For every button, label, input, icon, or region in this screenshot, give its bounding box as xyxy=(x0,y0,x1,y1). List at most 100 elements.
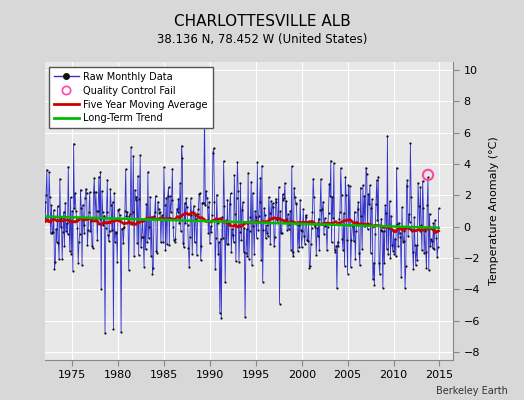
Point xyxy=(216,236,225,242)
Point xyxy=(355,250,363,256)
Point xyxy=(354,199,363,205)
Point xyxy=(115,212,124,218)
Point xyxy=(359,223,368,230)
Point xyxy=(143,239,151,245)
Point xyxy=(312,251,321,258)
Point xyxy=(161,247,170,253)
Point xyxy=(363,171,371,178)
Point xyxy=(386,198,394,204)
Point xyxy=(367,205,376,212)
Point xyxy=(268,200,277,207)
Point xyxy=(102,209,111,215)
Point xyxy=(316,206,324,213)
Point xyxy=(431,228,440,234)
Point xyxy=(109,326,117,332)
Point xyxy=(80,230,89,236)
Point xyxy=(144,168,152,175)
Point xyxy=(195,190,203,197)
Point xyxy=(385,225,393,231)
Point xyxy=(169,224,177,230)
Point xyxy=(99,222,107,228)
Point xyxy=(316,176,325,182)
Point xyxy=(50,266,59,272)
Point xyxy=(87,218,95,224)
Point xyxy=(55,256,63,262)
Point xyxy=(92,188,100,195)
Point xyxy=(122,213,130,219)
Point xyxy=(399,238,408,244)
Point xyxy=(71,190,79,196)
Point xyxy=(170,236,178,243)
Point xyxy=(292,201,301,207)
Point xyxy=(394,243,402,250)
Point xyxy=(308,209,316,215)
Point xyxy=(263,222,271,228)
Point xyxy=(407,194,416,200)
Point xyxy=(201,202,210,208)
Point xyxy=(330,160,338,166)
Point xyxy=(222,217,230,224)
Point xyxy=(66,248,74,254)
Point xyxy=(108,227,116,233)
Point xyxy=(64,164,72,170)
Point xyxy=(373,217,381,223)
Point xyxy=(176,180,184,186)
Point xyxy=(120,224,128,230)
Point xyxy=(243,252,252,259)
Point xyxy=(298,244,306,250)
Point xyxy=(244,170,253,176)
Point xyxy=(353,206,362,212)
Point xyxy=(125,212,134,219)
Point xyxy=(333,238,342,245)
Point xyxy=(271,234,279,240)
Point xyxy=(155,210,163,216)
Point xyxy=(194,206,203,212)
Point xyxy=(365,201,373,207)
Point xyxy=(254,226,263,233)
Point xyxy=(206,223,215,229)
Point xyxy=(281,180,289,186)
Point xyxy=(105,238,113,244)
Point xyxy=(258,163,266,169)
Point xyxy=(373,177,381,183)
Point xyxy=(381,202,389,208)
Point xyxy=(337,192,346,198)
Point xyxy=(430,246,438,252)
Point xyxy=(130,253,138,259)
Point xyxy=(112,230,121,236)
Point xyxy=(429,220,438,226)
Point xyxy=(50,207,58,213)
Point xyxy=(227,249,235,256)
Point xyxy=(96,169,105,175)
Point xyxy=(336,209,344,215)
Point xyxy=(165,184,173,190)
Point xyxy=(418,246,426,253)
Point xyxy=(399,238,407,245)
Point xyxy=(152,248,160,254)
Point xyxy=(253,234,261,241)
Point xyxy=(378,228,386,234)
Point xyxy=(424,172,432,178)
Point xyxy=(238,206,246,213)
Point xyxy=(277,230,285,236)
Point xyxy=(395,219,403,226)
Point xyxy=(217,314,225,321)
Point xyxy=(215,238,223,245)
Point xyxy=(320,231,328,237)
Point xyxy=(95,173,103,180)
Point xyxy=(129,153,137,159)
Point xyxy=(186,234,194,240)
Point xyxy=(82,190,91,196)
Point xyxy=(400,228,409,234)
Point xyxy=(111,238,119,245)
Point xyxy=(433,254,441,260)
Point xyxy=(334,243,343,250)
Point xyxy=(413,256,421,263)
Point xyxy=(416,184,424,191)
Point xyxy=(361,222,369,229)
Point xyxy=(275,184,283,190)
Point xyxy=(268,215,276,222)
Point xyxy=(405,211,413,217)
Point xyxy=(233,159,242,165)
Point xyxy=(197,242,205,249)
